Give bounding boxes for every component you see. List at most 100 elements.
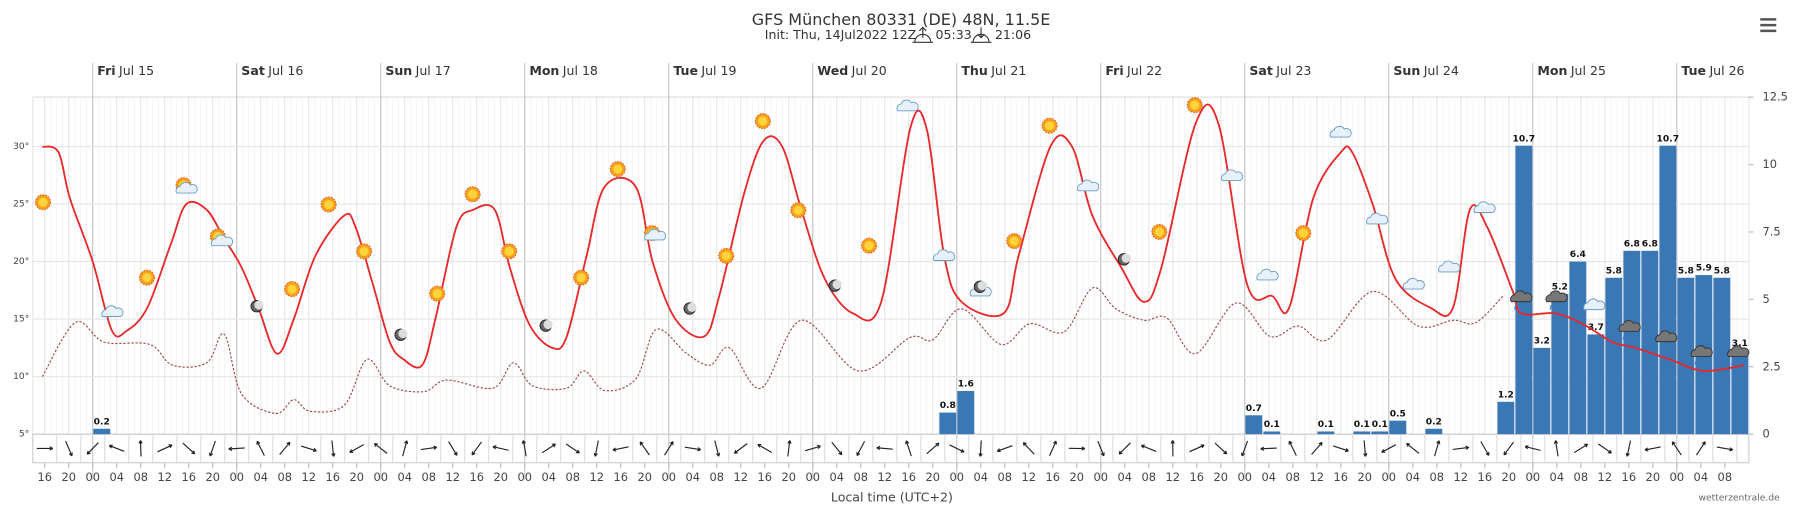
wind-arrow-head xyxy=(1288,440,1293,445)
wind-arrow xyxy=(1671,441,1682,456)
day-label: Sat Jul 23 xyxy=(1249,62,1311,77)
x-tick-label: 08 xyxy=(854,470,869,484)
day-label: Sun Jul 17 xyxy=(385,62,450,77)
x-tick-label: 16 xyxy=(614,470,629,484)
wind-arrow-head xyxy=(552,443,556,448)
wind-arrow xyxy=(804,445,821,452)
day-label: Mon Jul 18 xyxy=(529,62,598,77)
wind-arrow xyxy=(182,442,196,455)
x-tick-label: 08 xyxy=(710,470,725,484)
wind-arrow-head xyxy=(733,449,738,454)
cloud-icon xyxy=(101,305,124,317)
x-tick-label: 04 xyxy=(686,470,701,484)
wind-arrow-head xyxy=(612,447,617,452)
precip-label: 5.8 xyxy=(1606,266,1622,276)
precip-bar xyxy=(93,428,111,435)
y2-tick-label: 7.5 xyxy=(1763,224,1781,238)
wind-arrow xyxy=(1288,441,1297,456)
precip-bar xyxy=(1245,415,1263,435)
precip-label: 6.8 xyxy=(1642,239,1658,249)
day-label: Fri Jul 15 xyxy=(97,62,154,77)
day-label: Sat Jul 16 xyxy=(241,62,303,77)
wind-arrow xyxy=(279,441,291,455)
wind-arrow xyxy=(1503,441,1515,456)
wind-arrow xyxy=(565,443,580,454)
wind-arrow xyxy=(256,441,265,456)
wind-arrow xyxy=(331,440,335,457)
x-tick-label: 16 xyxy=(1190,470,1205,484)
y2-tick-label: 2.5 xyxy=(1763,359,1781,373)
x-tick-label: 08 xyxy=(1142,470,1157,484)
wind-arrow xyxy=(1241,440,1249,457)
day-label: Sun Jul 24 xyxy=(1393,62,1458,77)
day-label: Tue Jul 19 xyxy=(673,62,736,77)
wind-arrow-head xyxy=(373,442,378,447)
day-weekday: Wed xyxy=(817,62,848,77)
x-tick-label: 08 xyxy=(998,470,1013,484)
y-tick-label: 30° xyxy=(13,142,29,152)
day-weekday: Sun xyxy=(385,62,412,77)
cloud-icon xyxy=(1329,125,1352,138)
cloud-icon xyxy=(896,99,919,112)
y2-tick-label: 0 xyxy=(1763,427,1770,441)
sunrise-icon xyxy=(912,26,934,43)
wind-arrow xyxy=(209,440,216,457)
x-tick-label: 04 xyxy=(1262,470,1277,484)
precip-bar xyxy=(1515,145,1533,435)
precip-label: 0.1 xyxy=(1318,420,1334,430)
wind-arrow-head xyxy=(669,441,674,446)
x-tick-label: 08 xyxy=(1286,470,1301,484)
wind-arrow-head xyxy=(471,451,476,456)
precip-label: 3.2 xyxy=(1534,337,1550,347)
day-date: Jul 24 xyxy=(1423,62,1459,77)
x-tick-label: 12 xyxy=(590,470,605,484)
precip-bar xyxy=(1317,431,1335,435)
precip-label: 10.7 xyxy=(1657,134,1680,144)
x-tick-label: 20 xyxy=(782,470,797,484)
wind-arrow xyxy=(997,445,1013,452)
wind-arrow-head xyxy=(876,445,881,451)
wind-arrow-head xyxy=(404,440,409,445)
x-tick-label: 04 xyxy=(398,470,413,484)
wind-arrow-head xyxy=(1140,444,1145,449)
y2-tick-label: 10 xyxy=(1763,157,1778,171)
wind-arrow-head xyxy=(209,452,214,457)
wind-arrow xyxy=(1097,440,1105,457)
sunrise-time: 05:33 xyxy=(936,27,972,42)
cloud-icon xyxy=(644,228,667,241)
subtitle: Init: Thu, 14Jul2022 12Z xyxy=(765,27,917,42)
x-tick-label: 12 xyxy=(1166,470,1181,484)
x-tick-label: 04 xyxy=(1550,470,1565,484)
wind-arrow xyxy=(1141,444,1157,452)
wind-arrow-head xyxy=(838,451,843,456)
moon-shade xyxy=(687,302,697,312)
wind-arrow xyxy=(949,444,965,453)
precip-label: 0.7 xyxy=(1246,404,1262,414)
sunset-icon xyxy=(970,27,992,43)
wind-arrow xyxy=(1480,441,1490,456)
day-date: Jul 21 xyxy=(990,62,1026,77)
wind-arrow-head xyxy=(1729,447,1734,452)
cloud-icon xyxy=(1366,212,1389,225)
x-tick-label: 08 xyxy=(1574,470,1589,484)
precip-label: 5.2 xyxy=(1552,283,1568,293)
x-tick-label: 12 xyxy=(734,470,749,484)
wind-arrow xyxy=(1555,440,1559,457)
x-tick-label: 04 xyxy=(1406,470,1421,484)
day-label: Tue Jul 26 xyxy=(1681,62,1744,77)
day-weekday: Thu xyxy=(961,62,987,77)
precip-label: 1.6 xyxy=(958,380,974,390)
wind-arrow xyxy=(1363,440,1367,457)
sun-core xyxy=(758,116,768,126)
wind-arrow xyxy=(639,441,650,456)
precip-bar xyxy=(1533,347,1551,435)
wind-arrow-head xyxy=(905,440,910,445)
wind-arrow-head xyxy=(1170,440,1175,444)
rain-drops xyxy=(1694,359,1706,365)
x-tick-label: 08 xyxy=(133,470,148,484)
y2-tick-label: 5 xyxy=(1763,292,1770,306)
precip-label: 5.8 xyxy=(1714,266,1730,276)
wind-arrow-head xyxy=(1318,441,1323,446)
sun-core xyxy=(864,241,874,251)
menu-button[interactable] xyxy=(1760,18,1777,33)
